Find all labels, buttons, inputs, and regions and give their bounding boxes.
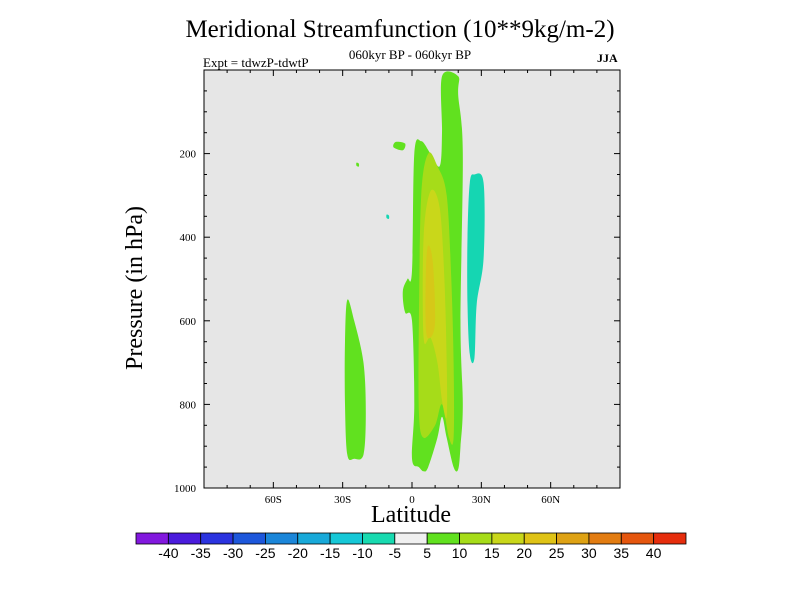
contour-nh-cell-level-20 xyxy=(425,245,436,339)
contour-sh-positive-cell xyxy=(344,299,366,461)
chart-subtitle: 060kyr BP - 060kyr BP xyxy=(348,47,472,62)
x-tick-label: 30N xyxy=(472,494,491,506)
axis-tick-labels: 60S 30S 0 30N 60N 200 400 600 800 1000 xyxy=(174,149,560,506)
season-label: JJA xyxy=(597,51,618,65)
y-tick-label: 800 xyxy=(180,399,197,411)
contour-negative-blob xyxy=(386,214,390,219)
contour-nh-negative-cell xyxy=(467,173,485,364)
x-axis-label: Latitude xyxy=(371,502,451,528)
y-tick-label: 600 xyxy=(180,316,197,328)
y-tick-label: 1000 xyxy=(174,483,197,495)
x-tick-label: 0 xyxy=(409,494,415,506)
chart-title: Meridional Streamfunction (10**9kg/m-2) xyxy=(185,16,615,43)
x-tick-label: 60N xyxy=(541,494,560,506)
y-tick-label: 400 xyxy=(180,232,197,244)
contour-positive-blob-a xyxy=(393,141,406,151)
contour-positive-blob-b xyxy=(356,162,360,167)
contour-regions xyxy=(344,71,485,472)
x-tick-label: 60S xyxy=(265,494,282,506)
y-tick-label: 200 xyxy=(180,149,197,161)
x-tick-label: 30S xyxy=(334,494,351,506)
experiment-label: Expt = tdwzP-tdwtP xyxy=(203,55,309,70)
plot-frame xyxy=(203,69,621,489)
